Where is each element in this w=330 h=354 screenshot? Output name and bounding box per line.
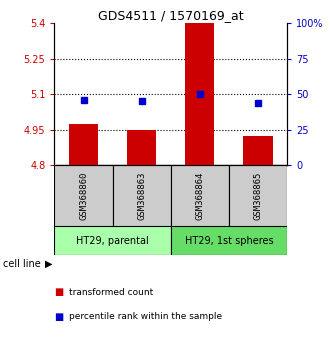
Text: HT29, 1st spheres: HT29, 1st spheres xyxy=(184,236,273,246)
Text: percentile rank within the sample: percentile rank within the sample xyxy=(69,312,222,321)
Bar xyxy=(127,130,156,165)
Text: HT29, parental: HT29, parental xyxy=(76,236,149,246)
FancyBboxPatch shape xyxy=(113,165,171,227)
Bar xyxy=(69,124,98,165)
Title: GDS4511 / 1570169_at: GDS4511 / 1570169_at xyxy=(98,9,244,22)
Text: GSM368860: GSM368860 xyxy=(79,172,88,220)
FancyBboxPatch shape xyxy=(54,165,113,227)
Text: transformed count: transformed count xyxy=(69,287,153,297)
FancyBboxPatch shape xyxy=(54,165,287,227)
FancyBboxPatch shape xyxy=(171,165,229,227)
Bar xyxy=(244,136,273,165)
Text: ■: ■ xyxy=(54,312,64,322)
FancyBboxPatch shape xyxy=(171,227,287,255)
FancyBboxPatch shape xyxy=(54,227,171,255)
FancyBboxPatch shape xyxy=(229,165,287,227)
Text: ▶: ▶ xyxy=(45,259,52,269)
Text: cell line: cell line xyxy=(3,259,41,269)
Bar xyxy=(185,23,214,165)
Text: GSM368865: GSM368865 xyxy=(253,172,263,220)
Text: ■: ■ xyxy=(54,287,64,297)
Text: GSM368864: GSM368864 xyxy=(195,172,204,220)
Text: GSM368863: GSM368863 xyxy=(137,172,146,220)
